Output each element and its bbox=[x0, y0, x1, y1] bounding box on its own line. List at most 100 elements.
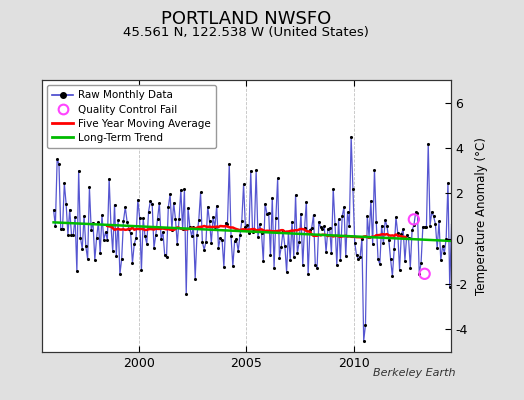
Point bbox=[203, 204, 212, 210]
Point bbox=[376, 261, 384, 268]
Point bbox=[73, 268, 81, 274]
Point bbox=[426, 222, 434, 229]
Point bbox=[154, 216, 162, 222]
Point bbox=[410, 222, 418, 228]
Point bbox=[112, 252, 121, 259]
Point bbox=[367, 198, 375, 204]
Text: PORTLAND NWSFO: PORTLAND NWSFO bbox=[161, 10, 331, 28]
Point bbox=[155, 200, 163, 206]
Point bbox=[134, 197, 142, 203]
Point bbox=[334, 216, 343, 222]
Point bbox=[85, 184, 94, 191]
Point bbox=[345, 223, 354, 229]
Point bbox=[313, 264, 321, 271]
Point bbox=[100, 236, 108, 243]
Point bbox=[227, 233, 235, 240]
Point bbox=[223, 221, 232, 227]
Point bbox=[107, 222, 115, 228]
Point bbox=[316, 224, 325, 231]
Point bbox=[385, 237, 393, 243]
Point bbox=[108, 248, 117, 255]
Point bbox=[420, 224, 429, 230]
Point bbox=[370, 166, 379, 173]
Point bbox=[98, 212, 106, 218]
Point bbox=[354, 256, 363, 262]
Point bbox=[352, 252, 361, 258]
Point bbox=[279, 227, 287, 234]
Point bbox=[428, 208, 436, 215]
Point bbox=[232, 236, 241, 243]
Point bbox=[200, 246, 209, 253]
Point bbox=[184, 205, 192, 211]
Point bbox=[173, 241, 181, 248]
Point bbox=[141, 233, 149, 240]
Point bbox=[311, 262, 320, 269]
Point bbox=[315, 218, 323, 225]
Point bbox=[402, 232, 411, 238]
Point bbox=[119, 218, 128, 224]
Point bbox=[372, 219, 380, 225]
Point bbox=[401, 258, 409, 264]
Point bbox=[198, 239, 206, 246]
Point bbox=[324, 226, 332, 232]
Point bbox=[390, 246, 398, 253]
Point bbox=[180, 186, 189, 193]
Point bbox=[451, 250, 460, 256]
Point bbox=[143, 240, 151, 247]
Point bbox=[359, 338, 368, 344]
Point bbox=[145, 208, 153, 215]
Point bbox=[157, 236, 166, 242]
Point bbox=[58, 226, 67, 232]
Point bbox=[207, 240, 215, 246]
Point bbox=[243, 222, 252, 228]
Point bbox=[454, 236, 463, 243]
Point bbox=[331, 220, 339, 227]
Point bbox=[356, 254, 364, 260]
Point bbox=[214, 244, 223, 251]
Point bbox=[216, 235, 224, 242]
Point bbox=[374, 256, 382, 262]
Point bbox=[239, 181, 248, 188]
Point bbox=[329, 186, 337, 192]
Point bbox=[250, 227, 258, 234]
Point bbox=[209, 214, 217, 220]
Point bbox=[78, 246, 86, 252]
Point bbox=[87, 226, 95, 233]
Legend: Raw Monthly Data, Quality Control Fail, Five Year Moving Average, Long-Term Tren: Raw Monthly Data, Quality Control Fail, … bbox=[47, 85, 216, 148]
Point bbox=[453, 211, 461, 217]
Point bbox=[343, 209, 352, 215]
Point bbox=[162, 254, 171, 261]
Point bbox=[388, 273, 397, 279]
Point bbox=[419, 224, 427, 230]
Point bbox=[168, 226, 176, 233]
Point bbox=[194, 217, 203, 224]
Point bbox=[211, 224, 219, 231]
Point bbox=[365, 234, 373, 240]
Point bbox=[297, 210, 305, 217]
Point bbox=[442, 236, 450, 242]
Point bbox=[300, 225, 309, 232]
Point bbox=[268, 194, 277, 201]
Point bbox=[349, 186, 357, 192]
Point bbox=[256, 221, 264, 228]
Point bbox=[164, 204, 172, 211]
Point bbox=[231, 238, 239, 244]
Point bbox=[304, 271, 312, 278]
Point bbox=[62, 200, 70, 207]
Point bbox=[66, 206, 74, 213]
Point bbox=[308, 225, 316, 231]
Point bbox=[309, 212, 318, 218]
Point bbox=[270, 264, 278, 271]
Point bbox=[222, 220, 230, 226]
Point bbox=[191, 275, 200, 282]
Point bbox=[413, 210, 422, 216]
Point bbox=[405, 234, 413, 241]
Point bbox=[456, 265, 465, 272]
Point bbox=[333, 262, 341, 268]
Point bbox=[328, 250, 336, 256]
Point bbox=[392, 214, 400, 220]
Point bbox=[415, 271, 423, 277]
Point bbox=[80, 213, 88, 219]
Point bbox=[445, 284, 454, 291]
Point bbox=[266, 252, 275, 258]
